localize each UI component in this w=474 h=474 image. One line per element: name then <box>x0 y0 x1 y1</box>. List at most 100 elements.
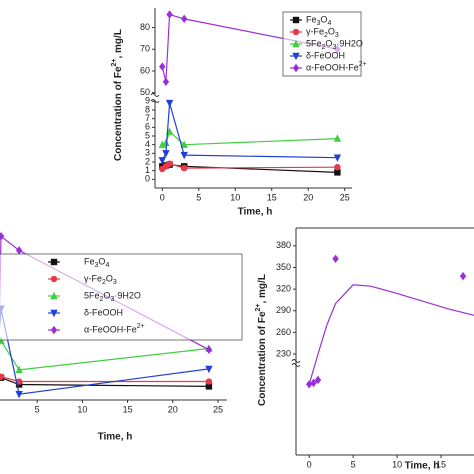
marker <box>459 271 467 281</box>
x-axis-title: Time, h <box>238 207 273 218</box>
y-tick-label: 320 <box>276 283 291 293</box>
legend-label: γ-Fe2O3 <box>84 273 117 286</box>
marker <box>292 39 300 48</box>
y-axis-title-part: 2+ <box>111 59 118 67</box>
marker <box>0 373 5 380</box>
y-tick-label: 50 <box>140 87 150 97</box>
y-tick-label: 260 <box>276 327 291 337</box>
y-tick-label: 230 <box>276 348 291 358</box>
marker <box>165 99 174 108</box>
marker <box>162 138 170 147</box>
marker <box>50 258 58 266</box>
marker <box>314 375 322 385</box>
y-tick-label: 70 <box>140 44 150 54</box>
marker <box>180 151 188 160</box>
x-tick-label: 25 <box>213 404 223 414</box>
marker <box>205 365 213 374</box>
y-tick-label: 350 <box>276 262 291 272</box>
marker <box>334 169 341 176</box>
marker <box>205 378 213 385</box>
y-tick-label: 5 <box>145 130 150 140</box>
marker <box>50 309 58 318</box>
marker <box>305 380 313 389</box>
y-axis-title-part: Concentration of Fe <box>113 66 124 161</box>
x-tick-label: 20 <box>168 404 178 414</box>
x-tick-label: 25 <box>340 192 350 202</box>
marker <box>292 63 300 73</box>
y-axis-title-part: , mg/L <box>113 29 124 58</box>
y-tick-label: 2 <box>145 156 150 166</box>
marker <box>159 62 166 71</box>
legend-label: Fe3O4 <box>84 256 109 269</box>
panel: 5 10 15 20 25 Time, h Fe3O4 γ-Fe2O3 5Fe2O3·9H2O δ… <box>0 232 243 443</box>
y-tick-label: 80 <box>140 22 150 32</box>
x-tick-label: 15 <box>267 192 277 202</box>
x-tick-label: 5 <box>35 404 40 414</box>
legend-label: γ-Fe2O3 <box>306 26 339 39</box>
marker <box>334 164 341 171</box>
marker <box>50 275 58 283</box>
marker <box>205 345 213 354</box>
marker <box>292 52 300 61</box>
legend-label: α-FeOOH-Fe2+ <box>306 61 367 72</box>
y-tick-label: 6 <box>145 122 150 132</box>
y-tick-label: 1 <box>145 165 150 175</box>
x-tick-label: 10 <box>230 192 240 202</box>
marker <box>310 378 317 388</box>
legend-label: 5Fe2O3·9H2O <box>306 38 363 51</box>
marker <box>166 10 173 19</box>
series-line <box>162 130 338 146</box>
y-tick-label: 0 <box>145 174 150 184</box>
y-tick-label: 60 <box>140 65 150 75</box>
x-tick-label: 0 <box>307 459 312 469</box>
marker <box>166 160 173 167</box>
y-tick-label: 290 <box>276 305 291 315</box>
marker <box>180 140 188 148</box>
y-tick-label: 380 <box>276 240 291 250</box>
x-axis-title: Time, h <box>98 432 133 443</box>
marker <box>15 365 23 374</box>
x-tick-label: 5 <box>196 192 201 202</box>
x-tick-label: 15 <box>436 459 446 469</box>
x-tick-label: 15 <box>123 404 133 414</box>
panel: 0 5 10 15 230 260 290 320 350 380 Time, h Concentra… <box>255 227 474 472</box>
marker <box>205 383 213 390</box>
marker <box>292 28 300 36</box>
legend-label: δ-FeOOH <box>84 307 123 317</box>
y-axis-title-part: Concentration of Fe <box>257 311 268 406</box>
legend-label: α-FeOOH-Fe2+ <box>84 323 145 334</box>
y-tick-label: 8 <box>145 104 150 114</box>
marker <box>180 14 188 24</box>
series-line <box>0 376 209 383</box>
marker <box>162 77 170 87</box>
series-line <box>0 339 209 371</box>
x-tick-label: 20 <box>303 192 313 202</box>
x-axis-title: Time, h <box>405 461 440 472</box>
x-tick-label: 10 <box>77 404 87 414</box>
marker <box>15 390 23 399</box>
marker <box>50 291 58 300</box>
legend-label: Fe3O4 <box>306 14 331 27</box>
y-tick-label: 7 <box>145 113 150 123</box>
x-tick-label: 10 <box>392 459 402 469</box>
marker <box>0 232 5 241</box>
series-line <box>161 102 338 161</box>
axis-break <box>291 359 301 367</box>
y-tick-label: 3 <box>145 148 150 158</box>
y-axis-title-part: 2+ <box>255 304 262 312</box>
marker <box>162 150 170 158</box>
marker <box>180 164 188 172</box>
x-tick-label: 5 <box>351 459 356 469</box>
marker <box>333 154 342 162</box>
y-axis-title: Concentration of Fe2+, mg/L <box>255 274 267 406</box>
marker <box>158 157 166 165</box>
legend-label: 5Fe2O3·9H2O <box>84 290 141 303</box>
x-tick-label: 0 <box>160 192 165 202</box>
y-tick-label: 9 <box>145 96 150 106</box>
y-tick-label: 4 <box>145 139 150 149</box>
series-line <box>308 284 474 385</box>
legend-box <box>0 253 243 341</box>
y-axis-title: Concentration of Fe2+, mg/L <box>111 29 123 161</box>
